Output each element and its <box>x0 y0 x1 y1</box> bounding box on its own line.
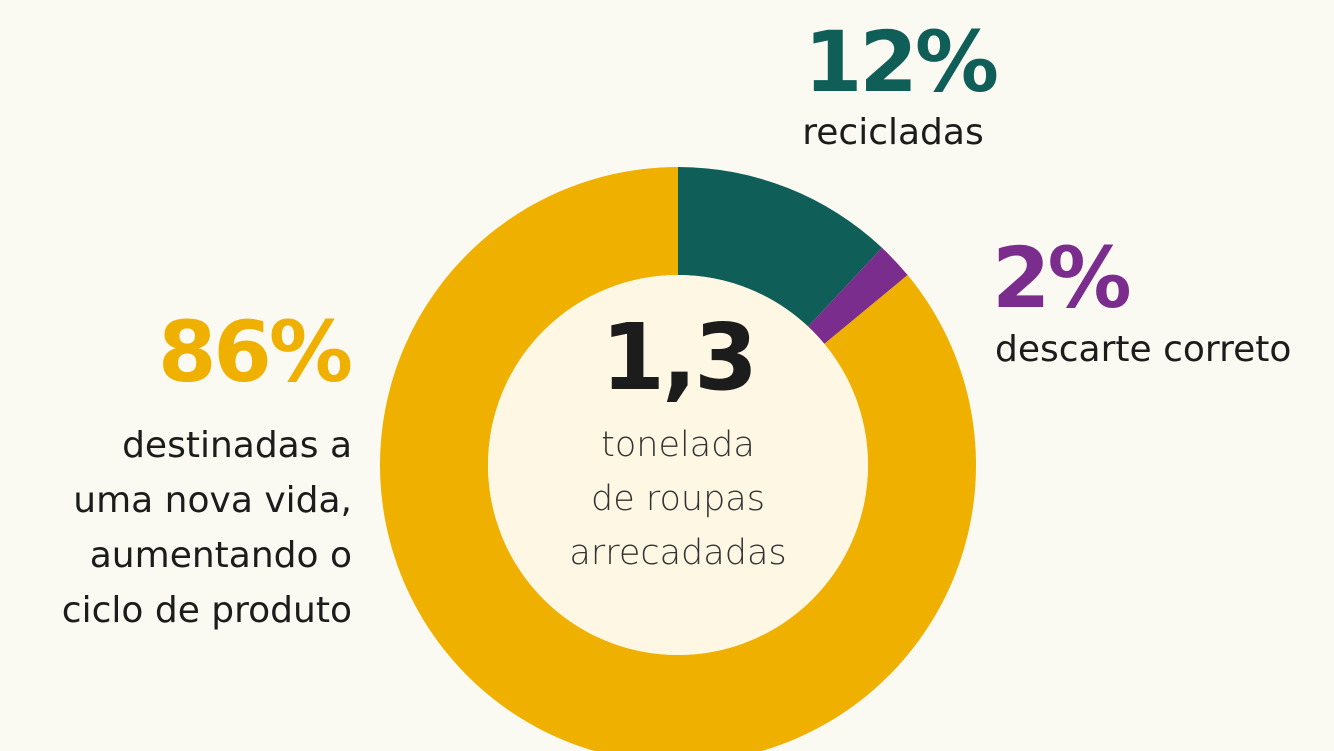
donut-slice <box>380 167 976 751</box>
value-label: 12% <box>803 13 999 111</box>
center-title: 1,3 <box>601 304 758 411</box>
donut-slice <box>678 167 882 327</box>
center-subtitle: tonelada de roupas arrecadadas <box>569 425 787 573</box>
value-label: 2% <box>992 229 1132 327</box>
donut-hole <box>488 275 868 655</box>
category-label: destinadas a uma nova vida, aumentando o… <box>61 425 352 631</box>
category-label: descarte correto <box>995 329 1292 370</box>
donut-slice <box>808 247 908 344</box>
value-label: 86% <box>157 303 353 401</box>
category-label: recicladas <box>802 112 984 153</box>
